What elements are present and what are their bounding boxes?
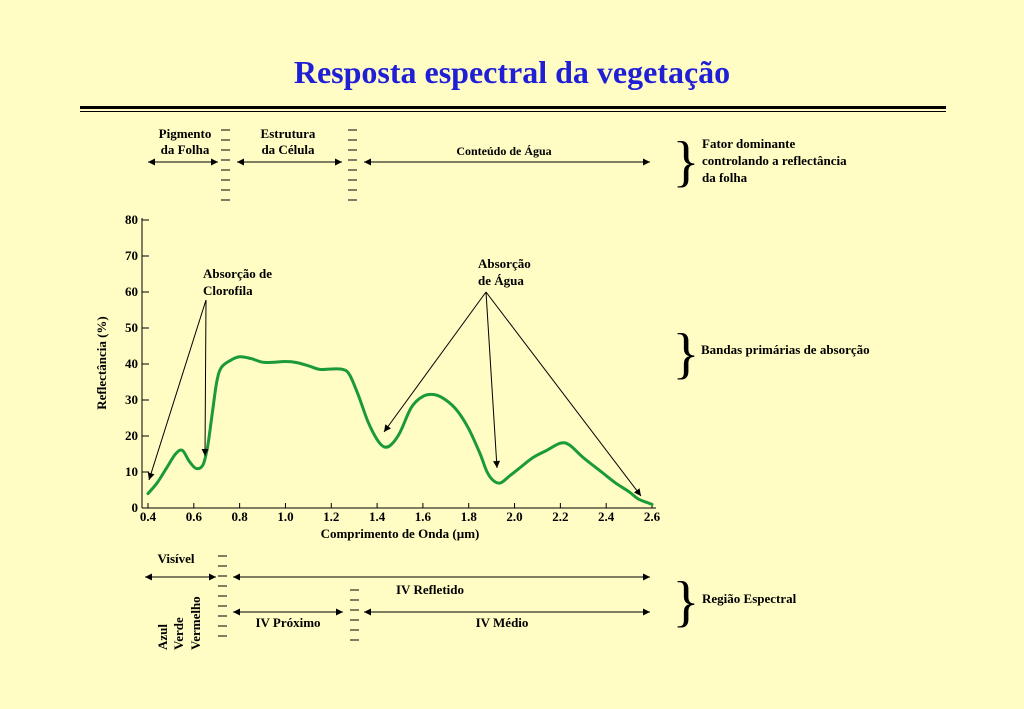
divider-structure-water — [348, 129, 357, 201]
chlorophyll-arrow-blue — [147, 299, 207, 481]
water-arrow-2 — [485, 291, 501, 469]
divider-near-mid — [350, 589, 359, 641]
x-tick-label: 1.4 — [369, 509, 386, 524]
structure-label-2: da Célula — [261, 142, 315, 157]
x-tick-label: 1.2 — [323, 509, 339, 524]
x-tick-label: 2.2 — [552, 509, 568, 524]
brace-text-3: da folha — [702, 170, 748, 185]
spectral-region-label: Região Espectral — [702, 591, 797, 606]
y-tick-label: 70 — [125, 248, 138, 263]
x-tick-label: 2.0 — [506, 509, 522, 524]
title-rule-thin — [80, 111, 946, 112]
x-tick-label: 0.4 — [140, 509, 157, 524]
divider-visible-ir — [218, 555, 227, 637]
green-label: Verde — [171, 617, 186, 650]
blue-label: Azul — [155, 624, 170, 650]
page-title: Resposta espectral da vegetação — [293, 54, 731, 90]
x-tick-label: 1.8 — [461, 509, 478, 524]
y-tick-label: 40 — [125, 356, 138, 371]
divider-pigment-structure — [221, 129, 230, 201]
reflectance-curve — [146, 355, 654, 506]
y-tick-label: 60 — [125, 284, 138, 299]
red-label: Vermelho — [188, 596, 203, 650]
x-tick-label: 0.6 — [186, 509, 203, 524]
brace-top: } — [673, 131, 700, 193]
ir-near-label: IV Próximo — [255, 615, 320, 630]
x-tick-label: 0.8 — [232, 509, 249, 524]
x-tick-label: 1.0 — [277, 509, 293, 524]
y-tick-label: 30 — [125, 392, 138, 407]
x-tick-label: 2.6 — [644, 509, 661, 524]
title-rule-thick — [80, 106, 946, 109]
y-tick-label: 50 — [125, 320, 138, 335]
water-content-label: Conteúdo de Água — [456, 144, 551, 158]
y-tick-label: 20 — [125, 428, 138, 443]
brace-bottom: } — [673, 571, 700, 633]
pigment-label-2: da Folha — [161, 142, 210, 157]
brace-middle: } — [673, 323, 700, 385]
reflectance-chart: 0 10 20 30 40 50 60 70 80 0.4 0.6 0.8 1.0 1.2 1.4 1.6 1… — [125, 212, 661, 524]
primary-bands-label: Bandas primárias de absorção — [701, 342, 870, 357]
ir-mid-label: IV Médio — [476, 615, 529, 630]
y-axis-label: Reflectância (%) — [94, 316, 109, 410]
brace-text-1: Fator dominante — [702, 136, 796, 151]
pigment-label-1: Pigmento — [159, 126, 212, 141]
y-ticks: 0 10 20 30 40 50 60 70 80 — [125, 212, 149, 515]
chlorophyll-arrow-red — [201, 299, 209, 457]
x-axis-label: Comprimento de Onda (µm) — [321, 526, 480, 541]
water-abs-label-2: de Água — [478, 273, 524, 288]
y-tick-label: 0 — [132, 500, 139, 515]
y-tick-label: 80 — [125, 212, 138, 227]
visible-label: Visível — [157, 551, 194, 566]
structure-label-1: Estrutura — [261, 126, 316, 141]
water-arrow-3 — [485, 291, 642, 497]
chlorophyll-label-2: Clorofila — [203, 283, 253, 298]
water-abs-label-1: Absorção — [478, 256, 531, 271]
y-tick-label: 10 — [125, 464, 138, 479]
x-tick-label: 2.4 — [598, 509, 615, 524]
ir-reflected-label: IV Refletido — [396, 582, 464, 597]
brace-text-2: controlando a reflectância — [702, 153, 847, 168]
x-ticks: 0.4 0.6 0.8 1.0 1.2 1.4 1.6 1.8 2.0 2.2 2.4 2.6 — [140, 503, 661, 524]
x-tick-label: 1.6 — [415, 509, 432, 524]
water-arrow-1 — [383, 291, 487, 433]
chlorophyll-label-1: Absorção de — [203, 266, 272, 281]
